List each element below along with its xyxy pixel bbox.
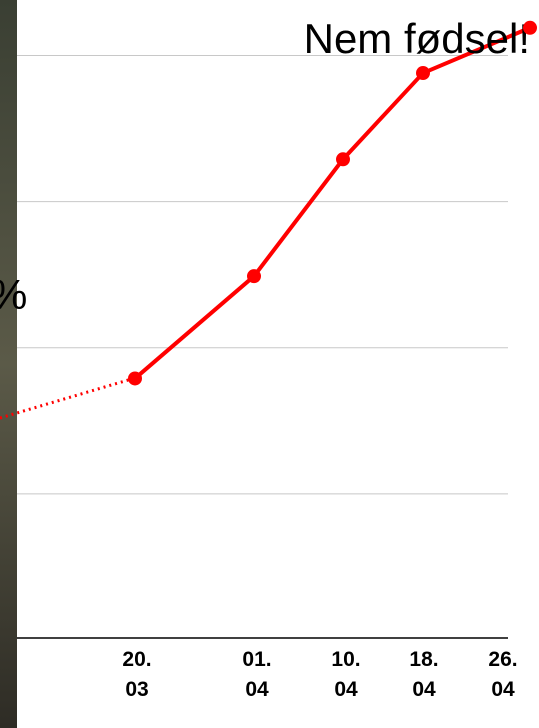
x-tick-label: 20. 03 [122,648,152,701]
chart-title: Nem fødsel! [304,15,530,62]
data-line [133,25,531,380]
annotation: % [0,271,27,318]
data-point [336,152,350,167]
data-point [523,20,537,35]
data-point [128,371,142,386]
x-tick-label: 01. 04 [242,648,272,701]
data-point [247,269,261,284]
data-point [416,66,430,81]
x-tick-label: 26. 04 [488,648,518,701]
x-tick-label: 18. 04 [409,648,439,701]
photo-strip [0,0,17,728]
x-tick-label: 10. 04 [331,648,361,701]
dotted-trend [0,376,136,420]
